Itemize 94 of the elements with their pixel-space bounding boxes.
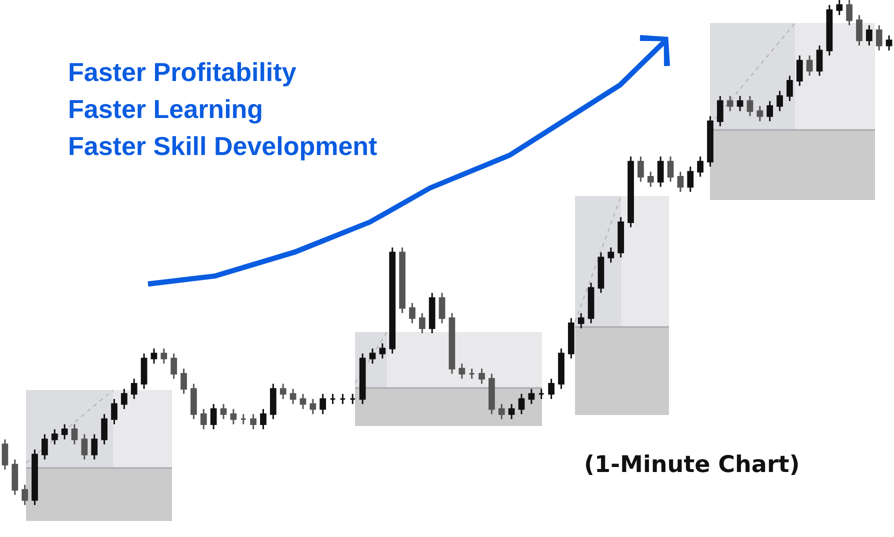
candlestick [876,24,882,52]
candlestick [756,105,764,122]
candlestick [677,170,684,193]
candlestick [71,423,78,446]
candlestick [468,368,476,380]
candlestick [826,4,833,56]
candlestick [667,156,674,183]
candlestick [280,383,286,400]
candlestick [736,95,744,112]
candlestick [746,95,754,117]
candlestick [340,393,346,405]
candlestick [528,388,535,405]
candlestick [618,216,624,258]
candlestick [866,24,872,46]
candlestick [458,362,466,380]
candlestick [776,90,783,112]
candlestick [856,14,862,46]
candlestick [320,393,326,415]
candlestick [349,393,356,405]
candlestick [120,388,128,410]
candlestick [786,75,793,102]
candlestick [111,398,118,425]
candlestick [230,408,237,425]
candlestick [438,292,446,324]
candlestick [836,0,843,16]
candlestick [42,434,48,460]
candlestick [160,348,168,364]
candlestick [130,378,138,400]
candlestick [608,246,614,264]
candlestick [22,484,28,505]
candlestick [91,434,98,460]
candlestick [816,44,823,76]
candlestick [61,423,68,440]
candlestick [508,403,515,420]
candlestick [766,100,774,122]
candlestick [310,398,316,415]
annotation: Faster Profitability [68,57,297,87]
candlestick [170,352,178,380]
candlestick [379,342,386,360]
candlestick [598,252,604,294]
candlestick [796,54,803,87]
candlestick [369,348,376,364]
candlestick [150,348,158,364]
candlestick [2,438,8,470]
candlestick [418,312,426,334]
candlestick [101,413,108,446]
candlestick [726,95,734,112]
candlestick [81,434,88,460]
candlestick [538,388,545,400]
candlestick [647,170,654,188]
candlestick [260,408,266,430]
candlestick [140,352,148,390]
candlestick [200,408,207,430]
candlestick [399,246,406,314]
candlestick [707,115,714,168]
candlestick [180,368,187,395]
candlestick [478,368,485,385]
candlestick [210,403,217,430]
candlestick [588,282,594,324]
annotation: Faster Learning [68,94,264,124]
candlestick [697,156,704,178]
annotation: (1-Minute Chart) [584,452,800,478]
candlestick [498,403,505,420]
candlestick [886,34,892,52]
candlestick [578,312,584,329]
candlestick [12,458,18,496]
candlestick [448,312,456,374]
candlestick [300,393,306,410]
candlestick [687,166,694,193]
candlestick [359,352,366,405]
candlestick [716,95,724,127]
candlestick [330,393,336,405]
candlestick [409,302,416,324]
candlestick [51,428,58,446]
candlestick [428,292,436,334]
candlestick [250,413,256,430]
candlestick [657,156,664,188]
candlestick [190,383,197,420]
candlestick [568,317,574,360]
candlestick [220,403,227,420]
candlestick [389,246,396,354]
candlestick [290,388,296,405]
candlestick [270,383,276,420]
candlestick [488,372,495,415]
candlestick [548,378,554,400]
annotation: Faster Skill Development [68,131,378,161]
candlestick [32,448,38,505]
candlestick [240,413,247,425]
candlestick [806,54,813,76]
candlestick [628,156,634,228]
candlestick [518,393,525,415]
candlestick [558,348,564,390]
candlestick [638,156,644,183]
candlestick [846,0,852,26]
